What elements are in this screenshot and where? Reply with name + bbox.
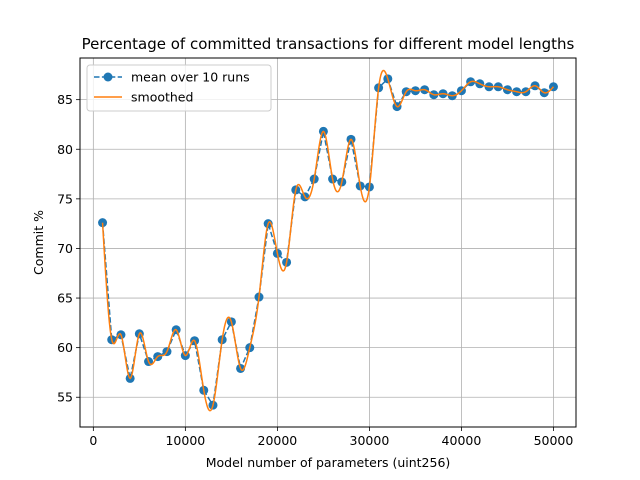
y-axis-ticks: 55 60 65 70 75 80 85: [57, 92, 80, 405]
x-tick-label: 50000: [534, 433, 574, 448]
legend: mean over 10 runs smoothed: [86, 64, 272, 112]
y-tick-label: 60: [57, 340, 73, 355]
grid-lines: [80, 58, 576, 427]
y-tick-label: 70: [57, 241, 73, 256]
series-smoothed: [101, 69, 555, 412]
y-tick-label: 55: [57, 390, 73, 405]
x-axis-label: Model number of parameters (uint256): [206, 455, 451, 470]
x-tick-label: 0: [89, 433, 97, 448]
x-tick-label: 40000: [442, 433, 482, 448]
legend-smoothed-label: smoothed: [131, 90, 193, 105]
plot-frame: [79, 57, 577, 428]
legend-mean-label: mean over 10 runs: [131, 70, 250, 85]
y-tick-label: 75: [57, 191, 73, 206]
chart-title: Percentage of committed transactions for…: [82, 35, 575, 53]
y-axis-label: Commit %: [31, 210, 46, 275]
y-tick-label: 80: [57, 142, 73, 157]
x-axis-ticks: 0 10000 20000 30000 40000 50000: [89, 427, 573, 448]
smoothed-line: [101, 69, 555, 412]
legend-mean-marker: [103, 72, 113, 82]
y-tick-label: 65: [57, 291, 73, 306]
x-tick-label: 20000: [258, 433, 298, 448]
x-tick-label: 30000: [350, 433, 390, 448]
plot-background: [80, 58, 576, 427]
plot-area: 0 10000 20000 30000 40000 50000 55 60 65 70 75 80 8…: [57, 57, 577, 448]
x-tick-label: 10000: [165, 433, 205, 448]
legend-box: [86, 64, 272, 112]
y-tick-label: 85: [57, 92, 73, 107]
